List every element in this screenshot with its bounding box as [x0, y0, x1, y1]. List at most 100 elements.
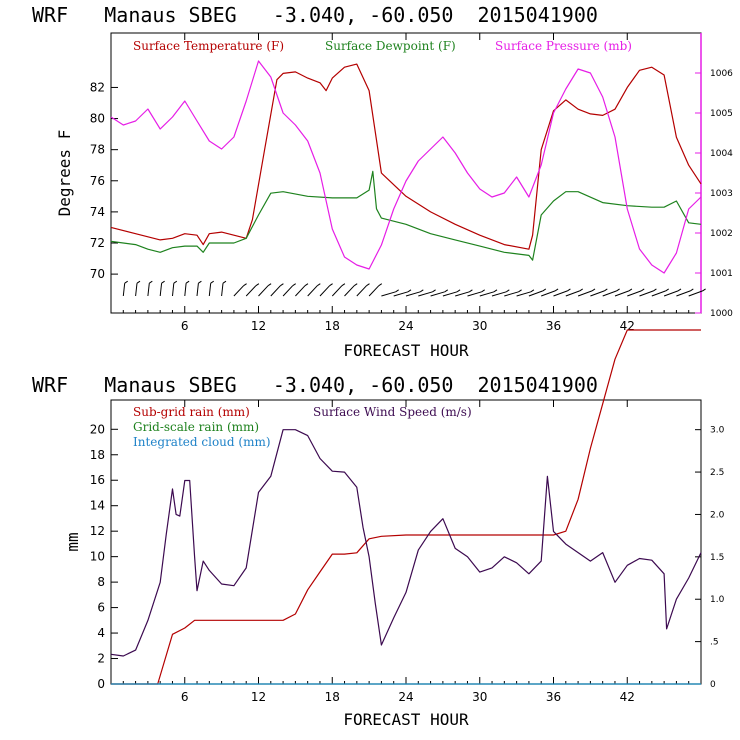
wind-barb [479, 291, 495, 297]
wind-barb-flag [567, 288, 571, 292]
wind-barb-flag [579, 288, 583, 292]
wind-barb-flag [124, 280, 128, 284]
wind-barb [577, 290, 593, 297]
y-tick-label: 0 [97, 677, 105, 691]
wind-barb [393, 291, 409, 297]
wind-barb-flag [210, 280, 214, 284]
wind-barb [307, 285, 318, 297]
y-tick-label: 78 [90, 143, 105, 157]
chart-panel-1: WRF Manaus SBEG -3.040, -60.050 20150419… [32, 3, 733, 360]
wind-barb [258, 285, 269, 297]
y-tick-label: 74 [90, 205, 105, 219]
x-tick-label: 30 [472, 690, 487, 704]
y2-tick-label: 3.0 [710, 426, 725, 436]
y2-tick-label: 1003 [710, 189, 733, 199]
wind-barb-flag [506, 289, 510, 293]
y-axis-label: Degrees F [55, 130, 74, 217]
wind-barb [331, 285, 343, 297]
x-tick-label: 42 [620, 690, 635, 704]
y-tick-label: 72 [90, 236, 105, 250]
wind-barb-flag [185, 280, 190, 284]
wind-barb [233, 285, 244, 297]
y-tick-label: 18 [90, 448, 105, 462]
legend-entry: Surface Dewpoint (F) [325, 39, 456, 53]
wind-barb-flag [243, 283, 247, 287]
wind-barb-flag [161, 280, 165, 284]
y-tick-label: 70 [90, 267, 105, 281]
wind-barb [455, 291, 470, 297]
wind-barb [651, 290, 666, 297]
wind-barb [319, 285, 330, 297]
series-line-1-1 [110, 63, 702, 250]
wind-barb [356, 285, 367, 297]
wind-barb-flag [604, 288, 608, 292]
wind-barb [295, 285, 306, 297]
legend-entry: Grid-scale rain (mm) [133, 420, 259, 434]
y-tick-label: 80 [90, 112, 105, 126]
wind-barb [122, 283, 126, 297]
wind-barb-flag [665, 288, 669, 292]
y-tick-label: 20 [90, 422, 105, 436]
wind-barb-flag [690, 288, 694, 292]
wind-barb-flag [432, 289, 436, 293]
wind-barb [516, 291, 532, 297]
wind-barb [442, 291, 458, 297]
y2-tick-label: 1004 [710, 149, 733, 159]
legend-entry: Sub-grid rain (mm) [133, 405, 250, 419]
wind-barb [602, 290, 617, 297]
wind-barb [208, 283, 212, 297]
wind-barb-flag [292, 283, 296, 287]
wind-barb-flag [616, 288, 620, 292]
wind-barb-flag [530, 289, 535, 293]
wind-barb [405, 291, 421, 297]
series-line-1-2 [110, 170, 702, 261]
y-axis-label: mm [63, 532, 82, 551]
y2-tick-label: 1002 [710, 229, 733, 239]
wind-barb-flag [198, 280, 202, 284]
y-tick-label: 76 [90, 174, 105, 188]
wind-barb [172, 283, 175, 297]
wind-barb [381, 291, 396, 297]
wind-barb [590, 290, 605, 297]
wind-barb [627, 290, 642, 297]
wind-barb [368, 285, 380, 297]
wind-barb [282, 285, 294, 297]
x-tick-label: 12 [251, 690, 266, 704]
y-tick-label: 8 [97, 575, 105, 589]
y2-tick-label: 1001 [710, 269, 733, 279]
plot-frame [110, 32, 702, 314]
legend-entry: Surface Wind Speed (m/s) [313, 405, 472, 419]
wind-barb-flag [591, 288, 596, 292]
wind-barb [135, 283, 138, 297]
wind-barb [541, 290, 556, 297]
wind-barb-flag [395, 289, 399, 293]
x-tick-label: 12 [251, 319, 266, 333]
y2-tick-label: 1.5 [710, 553, 724, 563]
wind-barb [196, 283, 199, 297]
wind-barb [159, 283, 163, 297]
wind-barb [245, 285, 257, 297]
wind-barb [147, 283, 150, 297]
wind-barb-flag [280, 283, 284, 287]
wind-barb-flag [640, 288, 645, 292]
chart-panel-2: WRF Manaus SBEG -3.040, -60.050 20150419… [32, 329, 725, 729]
wind-barb [676, 290, 691, 297]
wind-barb [430, 291, 445, 297]
x-tick-label: 6 [181, 690, 189, 704]
wind-barb-flag [173, 280, 178, 284]
wind-barb-flag [136, 280, 141, 284]
y2-tick-label: 0 [710, 680, 716, 690]
wind-barb-flag [456, 289, 461, 293]
wind-barb [418, 291, 433, 297]
wind-barb-flag [255, 283, 260, 287]
y-tick-label: 10 [90, 550, 105, 564]
wind-barb-flag [317, 283, 321, 287]
wind-barb-flag [222, 280, 227, 284]
wind-barb-flag [366, 283, 370, 287]
series-line-2-2 [110, 429, 702, 657]
wind-barb-flag [702, 288, 706, 292]
series-line-2-1 [111, 329, 701, 685]
wind-barb [504, 291, 519, 297]
y-tick-label: 82 [90, 80, 105, 94]
